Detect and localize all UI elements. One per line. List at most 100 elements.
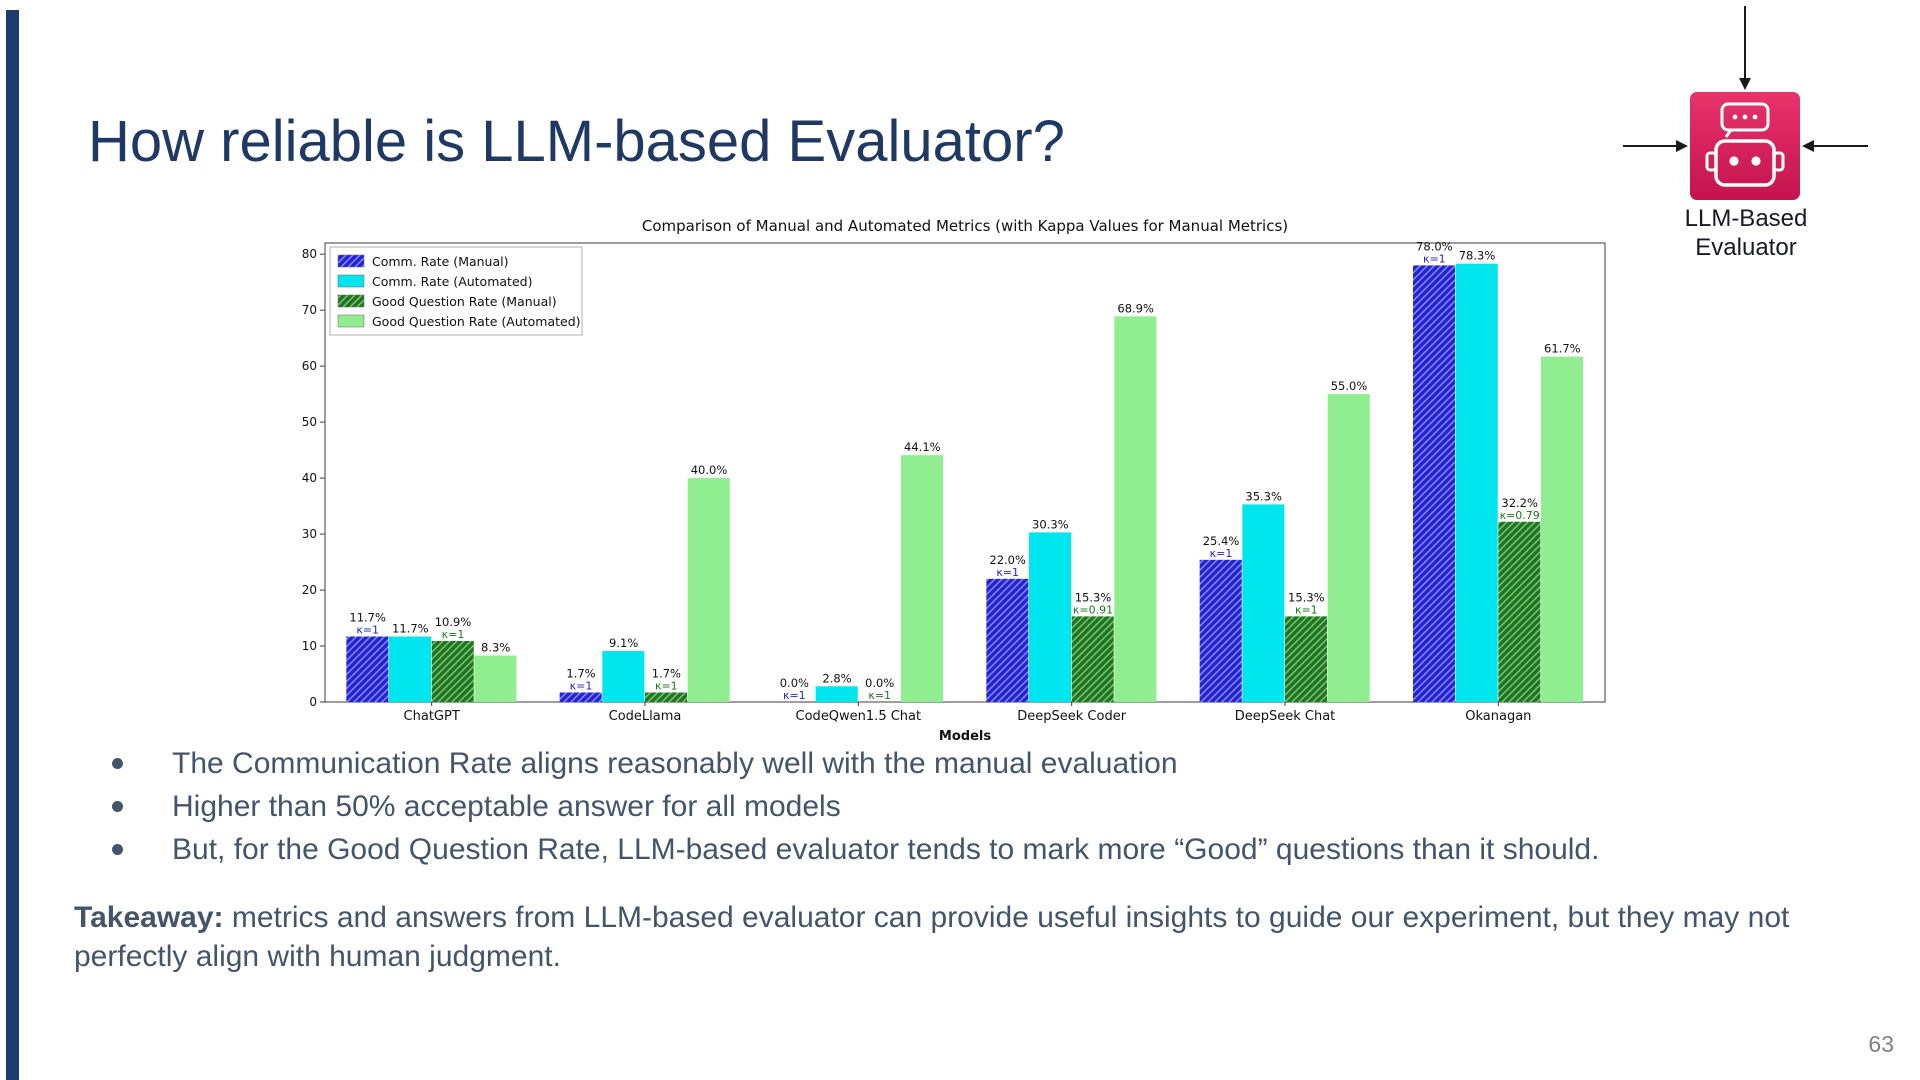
- bar-0-5: [1413, 265, 1456, 702]
- bar-3-1: [687, 478, 730, 702]
- y-tick-label: 20: [302, 583, 317, 597]
- x-tick-label: ChatGPT: [404, 709, 460, 724]
- bar-value-label: 78.3%: [1459, 249, 1496, 263]
- bar-value-label: 68.9%: [1117, 301, 1154, 315]
- robot-chat-icon: [1690, 92, 1800, 200]
- bar-3-0: [474, 655, 517, 702]
- bar-0-3: [986, 578, 1029, 702]
- kappa-label: κ=1: [996, 566, 1019, 579]
- bar-value-label: 15.3%: [1288, 590, 1325, 604]
- bar-2-5: [1498, 521, 1541, 702]
- kappa-label: κ=1: [783, 689, 806, 702]
- chart-svg: Comparison of Manual and Automated Metri…: [302, 217, 1606, 744]
- y-tick-label: 10: [302, 639, 317, 653]
- bar-value-label: 15.3%: [1075, 590, 1112, 604]
- y-tick-label: 50: [302, 415, 317, 429]
- bar-3-4: [1327, 394, 1370, 702]
- arrow-right-icon: [1623, 140, 1688, 152]
- x-tick-label: CodeQwen1.5 Chat: [796, 709, 922, 724]
- kappa-label: κ=1: [442, 628, 465, 641]
- metrics-bar-chart: Comparison of Manual and Automated Metri…: [296, 214, 1612, 744]
- takeaway: Takeaway: metrics and answers from LLM-b…: [74, 898, 1874, 976]
- evaluator-icon-svg: [1623, 6, 1868, 200]
- bar-value-label: 40.0%: [691, 463, 728, 477]
- evaluator-icon-caption: LLM-Based Evaluator: [1610, 204, 1882, 262]
- takeaway-text: metrics and answers from LLM-based evalu…: [74, 901, 1790, 973]
- legend-swatch: [337, 254, 365, 268]
- legend-label: Good Question Rate (Automated): [372, 314, 581, 329]
- evaluator-caption-line1: LLM-Based: [1684, 205, 1808, 232]
- bullet-text: Higher than 50% acceptable answer for al…: [172, 790, 841, 823]
- bar-0-4: [1199, 559, 1242, 702]
- bar-value-label: 78.0%: [1416, 239, 1453, 253]
- bar-value-label: 10.9%: [435, 615, 472, 629]
- bar-2-4: [1285, 616, 1328, 702]
- bullet-item: Higher than 50% acceptable answer for al…: [100, 785, 1880, 828]
- bar-value-label: 1.7%: [566, 666, 595, 680]
- bullet-dot: [112, 801, 123, 812]
- bullet-text: The Communication Rate aligns reasonably…: [172, 747, 1178, 780]
- bar-1-2: [815, 686, 858, 702]
- bar-0-0: [346, 636, 389, 702]
- x-tick-label: DeepSeek Chat: [1235, 709, 1336, 724]
- bar-3-5: [1541, 356, 1584, 702]
- y-tick-label: 70: [302, 303, 317, 317]
- chart-legend: Comm. Rate (Manual) Comm. Rate (Automated…: [329, 246, 583, 336]
- page-title: How reliable is LLM-based Evaluator?: [88, 109, 1065, 174]
- bullet-item: But, for the Good Question Rate, LLM-bas…: [100, 828, 1880, 871]
- bar-value-label: 0.0%: [780, 676, 809, 690]
- kappa-label: κ=0.91: [1073, 603, 1113, 616]
- arrow-down-icon: [1739, 6, 1751, 90]
- bar-value-label: 11.7%: [349, 611, 386, 625]
- legend-swatch: [337, 274, 365, 288]
- bar-value-label: 32.2%: [1501, 496, 1538, 510]
- takeaway-label: Takeaway:: [74, 901, 224, 934]
- bar-1-4: [1242, 504, 1285, 702]
- bar-value-label: 25.4%: [1203, 534, 1240, 548]
- bar-value-label: 22.0%: [989, 553, 1026, 567]
- kappa-label: κ=1: [868, 689, 891, 702]
- bullet-dot: [112, 758, 123, 769]
- page-number: 63: [1868, 1031, 1894, 1057]
- kappa-label: κ=0.79: [1500, 509, 1540, 522]
- y-tick-label: 80: [302, 247, 317, 261]
- bar-value-label: 55.0%: [1331, 379, 1368, 393]
- y-tick-label: 60: [302, 359, 317, 373]
- kappa-label: κ=1: [655, 679, 678, 692]
- bar-1-3: [1029, 532, 1072, 702]
- evaluator-caption-line2: Evaluator: [1695, 234, 1797, 261]
- bar-2-3: [1071, 616, 1114, 702]
- bullet-item: The Communication Rate aligns reasonably…: [100, 742, 1880, 785]
- chart-title: Comparison of Manual and Automated Metri…: [642, 217, 1288, 235]
- kappa-label: κ=1: [1423, 252, 1446, 265]
- bullet-dot: [112, 844, 123, 855]
- left-accent-bar: [6, 10, 19, 1080]
- legend-swatch: [337, 294, 365, 308]
- y-tick-label: 40: [302, 471, 317, 485]
- bar-value-label: 2.8%: [822, 671, 851, 685]
- arrow-left-icon: [1802, 140, 1868, 152]
- bar-3-3: [1114, 316, 1157, 702]
- bar-2-1: [645, 692, 688, 702]
- legend-label: Comm. Rate (Manual): [372, 254, 509, 269]
- bullet-text: But, for the Good Question Rate, LLM-bas…: [172, 833, 1600, 866]
- bar-value-label: 0.0%: [865, 676, 894, 690]
- kappa-label: κ=1: [1295, 603, 1318, 616]
- x-tick-label: CodeLlama: [609, 709, 682, 724]
- bar-value-label: 1.7%: [652, 666, 681, 680]
- bar-value-label: 8.3%: [481, 641, 510, 655]
- y-tick-label: 30: [302, 527, 317, 541]
- bar-3-2: [901, 455, 944, 702]
- llm-evaluator-figure: LLM-Based Evaluator: [1610, 0, 1882, 275]
- kappa-label: κ=1: [1210, 547, 1233, 560]
- x-tick-label: Okanagan: [1465, 709, 1531, 724]
- x-axis-label: Models: [939, 729, 991, 744]
- bar-2-0: [431, 640, 474, 702]
- legend-swatch: [337, 314, 365, 328]
- bar-0-1: [559, 692, 602, 702]
- bar-value-label: 9.1%: [609, 636, 638, 650]
- bar-value-label: 44.1%: [904, 440, 941, 454]
- bar-value-label: 11.7%: [392, 622, 429, 636]
- x-tick-label: DeepSeek Coder: [1017, 709, 1126, 724]
